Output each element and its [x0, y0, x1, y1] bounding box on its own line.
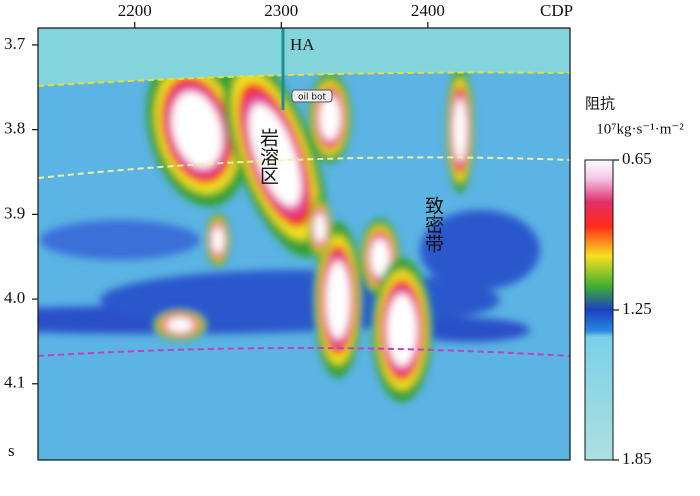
- y-tick-label: 3.8: [4, 119, 25, 138]
- y-tick-label: 3.9: [4, 203, 25, 222]
- y-axis-label: s: [8, 441, 15, 460]
- background-band: [40, 220, 200, 260]
- colorbar-title: 阻抗: [585, 95, 615, 113]
- x-tick-label: 2400: [411, 1, 445, 20]
- x-tick-label: 2200: [118, 1, 152, 20]
- anomaly: [387, 294, 417, 366]
- colorbar-tick-label: 1.85: [622, 449, 652, 468]
- colorbar-tick-label: 0.65: [622, 149, 652, 168]
- anomaly: [319, 95, 341, 141]
- anomaly: [248, 103, 302, 207]
- y-tick-label: 4.0: [4, 288, 25, 307]
- background-band: [420, 210, 540, 290]
- y-tick-label: 4.1: [4, 373, 25, 392]
- anomaly: [212, 226, 224, 254]
- background-band: [410, 318, 530, 342]
- colorbar-tick-label: 1.25: [622, 299, 652, 318]
- x-tick-label: 2300: [264, 1, 298, 20]
- colorbar-unit: 10⁷kg·s⁻¹·m⁻²: [596, 121, 684, 137]
- anomaly: [171, 91, 223, 169]
- section-image: [38, 28, 570, 460]
- y-tick-label: 3.7: [4, 34, 26, 53]
- well-marker: oil bot: [298, 93, 327, 103]
- annotation: 岩溶区: [257, 128, 279, 185]
- anomaly: [370, 238, 390, 278]
- anomaly: [314, 213, 326, 243]
- anomaly: [166, 317, 194, 333]
- annotation: 致密带: [422, 196, 444, 253]
- colorbar: [584, 159, 614, 461]
- well-label: HA: [290, 35, 315, 54]
- x-axis-label: CDP: [540, 1, 573, 20]
- anomaly: [326, 261, 350, 339]
- anomaly: [453, 98, 467, 162]
